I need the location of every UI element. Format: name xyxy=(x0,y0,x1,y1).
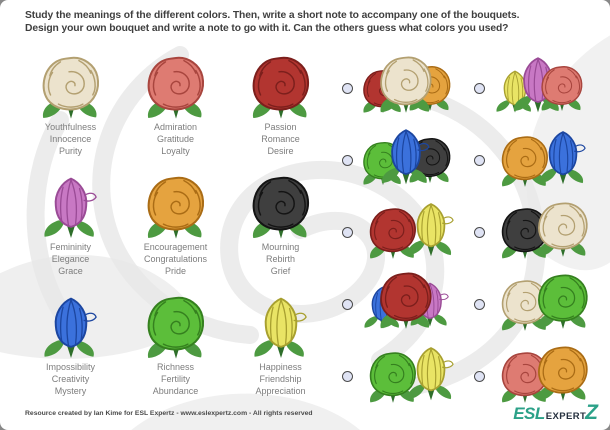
bouquet-select-circle[interactable] xyxy=(342,298,353,310)
bouquet-image xyxy=(492,270,596,338)
bouquet-option-9 xyxy=(336,340,468,412)
meaning-card-white: Youthfulness Innocence Purity xyxy=(18,54,123,174)
bouquet-option-2 xyxy=(468,52,600,124)
bouquet-image xyxy=(360,54,464,122)
meaning-label: Youthfulness Innocence Purity xyxy=(44,122,97,156)
bouquet-option-4 xyxy=(468,124,600,196)
color-meanings-grid: Youthfulness Innocence Purity Admiration Gra… xyxy=(18,54,333,414)
green-rose-icon xyxy=(143,294,209,360)
bouquet-option-8 xyxy=(468,268,600,340)
orange-rose-icon xyxy=(143,174,209,240)
meaning-label: Encouragement Congratulations Pride xyxy=(143,242,208,276)
meaning-card-red: Passion Romance Desire xyxy=(228,54,333,174)
instructions-line-1: Study the meanings of the different colo… xyxy=(25,10,520,21)
bouquet-image xyxy=(492,126,596,194)
meaning-label: Happiness Friendship Appreciation xyxy=(255,362,306,396)
bouquet-select-circle[interactable] xyxy=(342,82,353,94)
meaning-label: Passion Romance Desire xyxy=(261,122,300,156)
green-rose-icon xyxy=(534,272,592,330)
bouquet-image xyxy=(360,198,464,266)
pink-rose-icon xyxy=(538,64,586,112)
esl-expertz-logo: ESL EXPERT Z xyxy=(513,401,598,425)
white-rose-icon xyxy=(534,200,592,258)
bouquet-option-6 xyxy=(468,196,600,268)
meaning-card-blue: Impossibility Creativity Mystery xyxy=(18,294,123,414)
bouquet-select-circle[interactable] xyxy=(474,226,485,238)
meaning-card-yellow: Happiness Friendship Appreciation xyxy=(228,294,333,414)
logo-expert-text: EXPERT xyxy=(545,411,587,422)
meaning-card-black: Mourning Rebirth Grief xyxy=(228,174,333,294)
red-rose-icon xyxy=(248,54,314,120)
red-rose-icon xyxy=(376,270,436,330)
meaning-label: Mourning Rebirth Grief xyxy=(261,242,300,276)
bouquet-option-5 xyxy=(336,196,468,268)
blue-rose-icon xyxy=(376,126,436,186)
orange-rose-icon xyxy=(534,344,592,402)
bouquet-image xyxy=(360,126,464,194)
bouquet-options xyxy=(336,52,600,412)
bouquet-select-circle[interactable] xyxy=(474,82,485,94)
green-rose-icon xyxy=(366,350,420,404)
orchid-rose-icon xyxy=(38,174,104,240)
orange-rose-icon xyxy=(498,134,552,188)
black-rose-icon xyxy=(248,174,314,240)
bouquet-select-circle[interactable] xyxy=(474,298,485,310)
bouquet-select-circle[interactable] xyxy=(342,226,353,238)
meaning-card-pink: Admiration Gratitude Loyalty xyxy=(123,54,228,174)
pink-rose-icon xyxy=(143,54,209,120)
meaning-label: Admiration Gratitude Loyalty xyxy=(153,122,198,156)
meaning-label: Femininity Elegance Grace xyxy=(49,242,91,276)
logo-z-glyph: Z xyxy=(585,401,598,424)
meaning-label: Richness Fertility Abundance xyxy=(152,362,199,396)
meaning-label: Impossibility Creativity Mystery xyxy=(45,362,95,396)
white-rose-icon xyxy=(376,54,436,114)
bouquet-select-circle[interactable] xyxy=(342,154,353,166)
yellow-rose-icon xyxy=(248,294,314,360)
meaning-card-orchid: Femininity Elegance Grace xyxy=(18,174,123,294)
bouquet-select-circle[interactable] xyxy=(342,370,353,382)
instructions: Study the meanings of the different colo… xyxy=(25,9,590,36)
blue-rose-icon xyxy=(38,294,104,360)
credit-line: Resource created by Ian Kime for ESL Exp… xyxy=(25,410,313,417)
meaning-card-orange: Encouragement Congratulations Pride xyxy=(123,174,228,294)
red-rose-icon xyxy=(366,206,420,260)
bouquet-option-7 xyxy=(336,268,468,340)
bouquet-image xyxy=(492,198,596,266)
bouquet-select-circle[interactable] xyxy=(474,370,485,382)
bouquet-option-1 xyxy=(336,52,468,124)
white-rose-icon xyxy=(38,54,104,120)
bouquet-image xyxy=(360,342,464,410)
bouquet-select-circle[interactable] xyxy=(474,154,485,166)
bouquet-image xyxy=(492,54,596,122)
logo-esl-text: ESL xyxy=(513,404,545,423)
bouquet-image xyxy=(360,270,464,338)
bouquet-image xyxy=(492,342,596,410)
meaning-card-green: Richness Fertility Abundance xyxy=(123,294,228,414)
instructions-line-2: Design your own bouquet and write a note… xyxy=(25,23,509,35)
bouquet-option-3 xyxy=(336,124,468,196)
